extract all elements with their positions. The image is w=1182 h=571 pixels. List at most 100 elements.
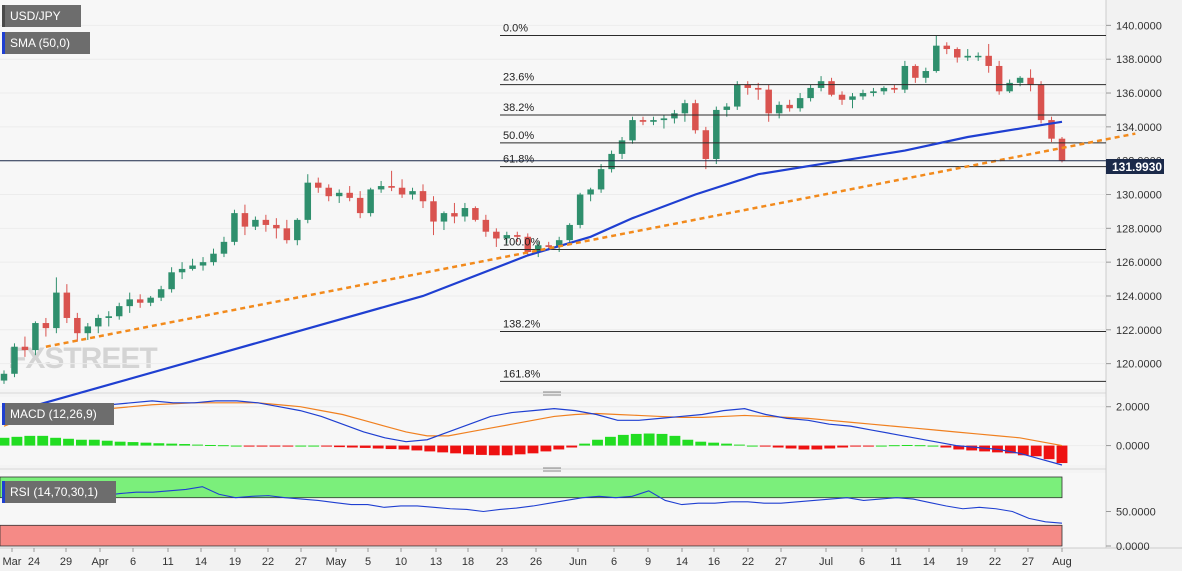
symbol-legend[interactable]: USD/JPY bbox=[2, 5, 81, 27]
candle-body bbox=[335, 192, 343, 197]
rsi-legend[interactable]: RSI (14,70,30,1) bbox=[2, 481, 116, 503]
rsi-overbought-zone bbox=[0, 476, 1063, 499]
candle-body bbox=[954, 49, 961, 58]
candle bbox=[241, 204, 249, 236]
candle-body bbox=[555, 240, 563, 247]
candle bbox=[356, 191, 364, 219]
macd-legend[interactable]: MACD (12,26,9) bbox=[2, 403, 114, 425]
candle bbox=[199, 257, 207, 271]
rsi-panel-resize-handle[interactable] bbox=[543, 467, 561, 472]
candle-body bbox=[639, 120, 647, 122]
candle-body bbox=[901, 65, 909, 90]
macd-histogram-bar bbox=[914, 445, 926, 447]
time-tick-label: 27 bbox=[1022, 556, 1034, 568]
price-tick-label: 140.0000 bbox=[1116, 20, 1162, 32]
candle bbox=[42, 317, 50, 337]
macd-histogram-bar bbox=[24, 435, 36, 446]
candle bbox=[252, 216, 259, 231]
candle bbox=[367, 187, 374, 217]
price-tick-label: 124.0000 bbox=[1116, 291, 1162, 303]
candle bbox=[974, 52, 982, 61]
time-tick-label: 22 bbox=[262, 556, 274, 568]
macd-histogram-bar bbox=[1004, 445, 1016, 454]
candle-body bbox=[650, 120, 657, 122]
macd-histogram-bar bbox=[604, 436, 616, 446]
rsi-layer: 50.0000 0.0000 bbox=[0, 476, 1156, 553]
time-tick-label: 22 bbox=[742, 556, 754, 568]
time-tick-label: 27 bbox=[295, 556, 307, 568]
price-tick-label: 128.0000 bbox=[1116, 223, 1162, 235]
candle bbox=[629, 116, 636, 144]
candle bbox=[304, 174, 312, 224]
macd-histogram-bar bbox=[217, 445, 229, 447]
candle bbox=[618, 136, 626, 159]
candle-body bbox=[964, 55, 971, 58]
macd-histogram-bar bbox=[682, 439, 694, 446]
candle-body bbox=[262, 219, 270, 225]
sma-label: SMA (50,0) bbox=[10, 36, 70, 50]
time-tick-label: 6 bbox=[611, 556, 617, 568]
candle-body bbox=[807, 87, 814, 99]
macd-histogram-bar bbox=[1043, 445, 1055, 460]
candle bbox=[398, 179, 406, 198]
candle-body bbox=[367, 189, 374, 214]
sma-legend[interactable]: SMA (50,0) bbox=[2, 32, 90, 54]
candle bbox=[912, 64, 919, 83]
candle bbox=[451, 202, 458, 224]
macd-histogram-bar bbox=[708, 442, 720, 446]
candle-body bbox=[283, 228, 291, 241]
candle-body bbox=[1006, 82, 1013, 92]
macd-histogram-bar bbox=[385, 445, 397, 450]
price-tick-label: 134.0000 bbox=[1116, 122, 1162, 134]
candle bbox=[995, 60, 1003, 95]
candle-body bbox=[943, 45, 951, 50]
macd-panel-resize-handle[interactable] bbox=[543, 391, 561, 396]
time-axis-ticks: Mar 24 29 Apr 6 11 14 19 22 27 May 5 10 13 18 23 26 Jun 6 9… bbox=[3, 548, 1072, 568]
time-tick-label: 18 bbox=[462, 556, 474, 568]
macd-histogram-bar bbox=[785, 445, 797, 449]
macd-histogram-bar bbox=[450, 445, 462, 454]
fibonacci-levels: 0.0% 23.6% 38.2% 50.0% 61.8% 100.0% 138.2% 161.… bbox=[500, 23, 1106, 382]
candle bbox=[954, 47, 961, 63]
fib-level-label: 38.2% bbox=[503, 102, 534, 114]
candle bbox=[754, 82, 762, 100]
candle-body bbox=[534, 245, 542, 253]
candle-body bbox=[734, 84, 741, 107]
macd-histogram-bar bbox=[695, 441, 707, 446]
candle bbox=[786, 99, 793, 112]
candle-body bbox=[189, 265, 196, 269]
candle-body bbox=[765, 89, 772, 114]
candle bbox=[283, 219, 291, 244]
candle-body bbox=[482, 219, 490, 232]
candle-body bbox=[503, 235, 511, 239]
macd-histogram-bar bbox=[37, 435, 49, 446]
fxstreet-watermark: FXSTREET bbox=[8, 342, 158, 375]
macd-histogram-bar bbox=[346, 445, 358, 448]
candle bbox=[157, 285, 165, 302]
macd-histogram-bar bbox=[1030, 445, 1042, 457]
time-tick-label: 6 bbox=[859, 556, 865, 568]
macd-histogram-bar bbox=[398, 445, 410, 450]
macd-histogram-bar bbox=[424, 445, 436, 452]
candle-body bbox=[304, 182, 312, 220]
candle bbox=[503, 231, 511, 244]
candle-body bbox=[95, 317, 102, 327]
candle-body bbox=[220, 241, 228, 254]
candle-body bbox=[11, 346, 18, 374]
macd-histogram-bar bbox=[321, 445, 332, 447]
macd-signal-line bbox=[3, 402, 1063, 447]
candle-body bbox=[629, 120, 636, 141]
candle bbox=[891, 84, 898, 94]
time-tick-label: Jun bbox=[569, 556, 587, 568]
time-tick-label: Aug bbox=[1052, 556, 1072, 568]
macd-label: MACD (12,26,9) bbox=[10, 407, 97, 421]
candle bbox=[1058, 136, 1066, 163]
time-tick-label: Mar bbox=[3, 556, 22, 568]
candle-body bbox=[1048, 120, 1055, 139]
candle-body bbox=[859, 93, 867, 97]
macd-histogram-bar bbox=[966, 445, 978, 451]
candle-body bbox=[273, 224, 280, 229]
candle-body bbox=[451, 213, 458, 217]
candle bbox=[692, 99, 699, 134]
candle bbox=[639, 116, 647, 126]
